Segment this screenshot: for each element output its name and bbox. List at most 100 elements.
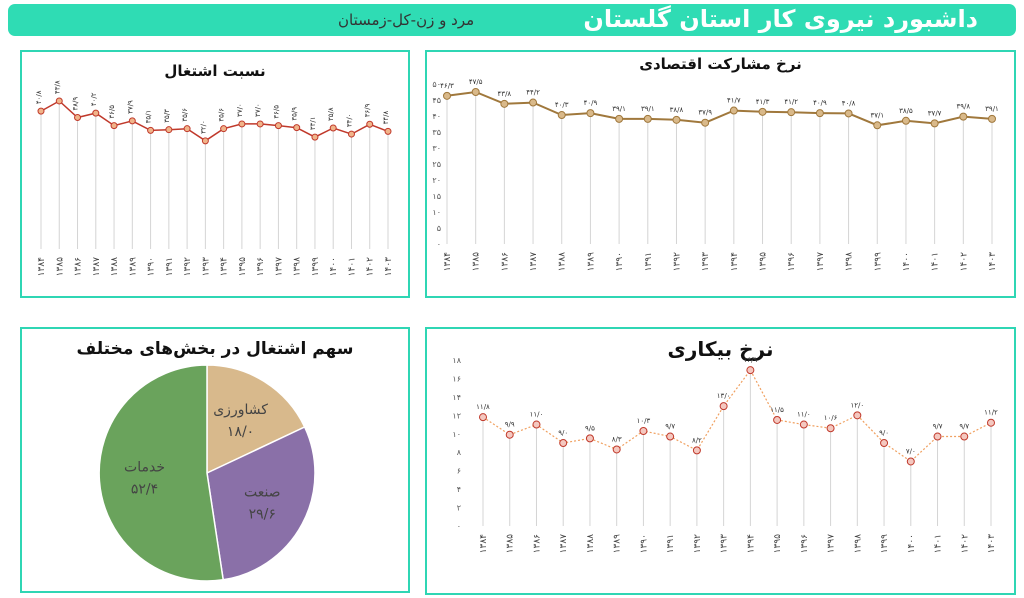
- data-point: [930, 119, 939, 128]
- x-tick-label: ۱۳۸۷: [92, 257, 102, 277]
- data-point: [366, 120, 374, 128]
- data-label: ۳۷/۱: [870, 111, 884, 119]
- data-label: ۱۰/۳: [637, 417, 651, 425]
- dashboard-title: داشبورد نیروی کار استان گلستان: [583, 5, 978, 33]
- data-label: ۹/۵: [585, 424, 595, 432]
- x-tick-label: ۱۴۰۳: [384, 257, 394, 277]
- data-label: ۳۷/۰: [254, 103, 262, 117]
- data-point: [147, 126, 155, 134]
- x-tick-label: ۱۴۰۰: [329, 257, 339, 276]
- x-tick-label: ۱۳۹۴: [220, 257, 230, 277]
- x-tick-label: ۱۳۸۵: [472, 252, 482, 272]
- data-label: ۳۸/۸: [670, 106, 684, 114]
- data-point: [666, 432, 675, 441]
- data-label: ۳۶/۹: [364, 103, 372, 117]
- y-tick-label: ۶: [457, 467, 461, 476]
- y-tick-label: ۰: [437, 240, 441, 249]
- x-tick-label: ۱۳۸۶: [532, 534, 542, 554]
- x-tick-label: ۱۳۹۰: [147, 257, 157, 276]
- participation-rate-title: نرخ مشارکت اقتصادی: [639, 55, 802, 73]
- data-point: [471, 88, 480, 96]
- y-tick-label: ۱۸: [452, 356, 461, 365]
- employment-ratio-chart: ۴۰/۸ ۱۳۸۴ ۴۳/۸ ۱۳۸۵ ۳۸/۹ ۱۳۸۶ ۴۰/۲ ۱۳۸۷ ۳۶/۵ ۱۳۸۸…: [35, 80, 394, 277]
- pie-slice: [98, 364, 225, 582]
- x-tick-label: ۱۳۸۵: [506, 534, 516, 554]
- data-label: ۷/۰: [906, 447, 916, 455]
- data-point: [201, 137, 209, 145]
- data-point: [256, 120, 264, 128]
- x-tick-label: ۱۳۹۷: [816, 252, 826, 272]
- y-tick-label: ۱۵: [432, 192, 441, 201]
- y-tick-label: ۴: [457, 485, 461, 494]
- data-point: [987, 418, 995, 427]
- data-point: [639, 427, 648, 436]
- data-label: ۹/۰: [558, 429, 568, 437]
- data-label: ۳۹/۱: [612, 105, 626, 113]
- data-label: ۱۱/۵: [770, 406, 784, 414]
- pie-slice-name: کشاورزی: [213, 402, 268, 418]
- x-tick-label: ۱۳۸۶: [74, 257, 84, 277]
- participation-rate-chart: ۰ ۵ ۱۰ ۱۵ ۲۰ ۲۵ ۳۰ ۳۵ ۴۰ ۴۵ ۵۰ ۴۶/۳ ۱۳۸۴ ۴۷/۵ ۱۳۸۵ ۴۳/۸…: [432, 78, 998, 272]
- data-label: ۴۱/۳: [756, 98, 770, 106]
- dashboard-filter-subtitle: مرد و زن-کل-زمستان: [338, 11, 475, 29]
- data-label: ۴۷/۵: [469, 78, 483, 86]
- x-tick-label: ۱۴۰۲: [959, 252, 969, 272]
- y-tick-label: ۳۵: [432, 128, 441, 137]
- data-point: [479, 413, 487, 422]
- x-tick-label: ۱۴۰۱: [934, 534, 944, 553]
- y-tick-label: ۳۰: [432, 144, 441, 153]
- x-tick-label: ۱۳۸۸: [586, 534, 596, 554]
- data-label: ۳۶/۵: [272, 105, 280, 119]
- data-label: ۹/۷: [959, 423, 969, 431]
- data-point: [773, 415, 782, 424]
- data-label: ۱۰/۶: [824, 414, 838, 422]
- sector-share-title: سهم اشتغال در بخش‌های مختلف: [76, 339, 354, 359]
- data-label: ۱۱/۰: [530, 411, 544, 419]
- y-tick-label: ۵: [437, 224, 441, 233]
- x-tick-label: ۱۳۸۹: [613, 534, 623, 554]
- y-tick-label: ۴۰: [432, 112, 441, 121]
- pie-slice-value: ۵۲/۴: [131, 482, 158, 498]
- data-label: ۳۸/۵: [899, 107, 913, 115]
- x-tick-label: ۱۳۹۳: [720, 534, 730, 554]
- data-point: [799, 420, 808, 429]
- data-point: [672, 115, 681, 124]
- pie-slice-value: ۱۸/۰: [227, 424, 254, 440]
- data-point: [110, 122, 118, 130]
- data-point: [815, 109, 824, 118]
- data-point: [557, 111, 566, 120]
- x-tick-label: ۱۳۹۱: [165, 257, 175, 276]
- data-series-line: [482, 368, 992, 463]
- unemployment-rate-panel: نرخ بیکاری ۰ ۲ ۴ ۶ ۸ ۱۰ ۱۲ ۱۴ ۱۶ ۱۸ ۱۱/۸ ۱۳۸۴ ۹/۹ ۱۳۸…: [425, 327, 1016, 595]
- data-label: ۳۵/۶: [181, 108, 189, 122]
- data-label: ۱۱/۰: [797, 411, 811, 419]
- pie-slice-value: ۲۹/۶: [249, 506, 276, 522]
- data-point: [183, 125, 191, 133]
- data-point: [559, 439, 568, 447]
- data-label: ۸/۲: [692, 436, 702, 444]
- x-tick-label: ۱۳۹۳: [701, 252, 711, 272]
- participation-rate-panel: نرخ مشارکت اقتصادی ۰ ۵ ۱۰ ۱۵ ۲۰ ۲۵ ۳۰ ۳۵ ۴۰ ۴۵ ۵۰ ۴…: [425, 50, 1016, 298]
- data-label: ۱۶/۹: [744, 356, 758, 364]
- data-point: [74, 114, 82, 122]
- x-tick-label: ۱۳۸۸: [558, 252, 568, 272]
- data-label: ۳۲/۰: [199, 120, 207, 134]
- x-tick-label: ۱۳۹۰: [615, 252, 625, 271]
- x-tick-label: ۱۳۹۷: [827, 534, 837, 554]
- data-point: [826, 424, 835, 433]
- data-point: [701, 118, 710, 127]
- data-point: [128, 117, 136, 125]
- data-label: ۳۷/۹: [698, 109, 712, 117]
- data-point: [615, 114, 624, 123]
- data-point: [960, 432, 969, 441]
- x-tick-label: ۱۴۰۲: [366, 257, 376, 277]
- x-tick-label: ۱۴۰۲: [960, 534, 970, 554]
- x-tick-label: ۱۳۸۴: [479, 534, 489, 554]
- sector-share-panel: سهم اشتغال در بخش‌های مختلف کشاورزی ۱۸/۰ ص…: [20, 327, 410, 593]
- data-point: [612, 445, 621, 454]
- data-point: [384, 127, 392, 135]
- x-tick-label: ۱۴۰۳: [987, 534, 997, 554]
- data-label: ۳۵/۳: [163, 109, 171, 123]
- data-point: [37, 107, 45, 115]
- data-label: ۳۸/۹: [72, 97, 80, 111]
